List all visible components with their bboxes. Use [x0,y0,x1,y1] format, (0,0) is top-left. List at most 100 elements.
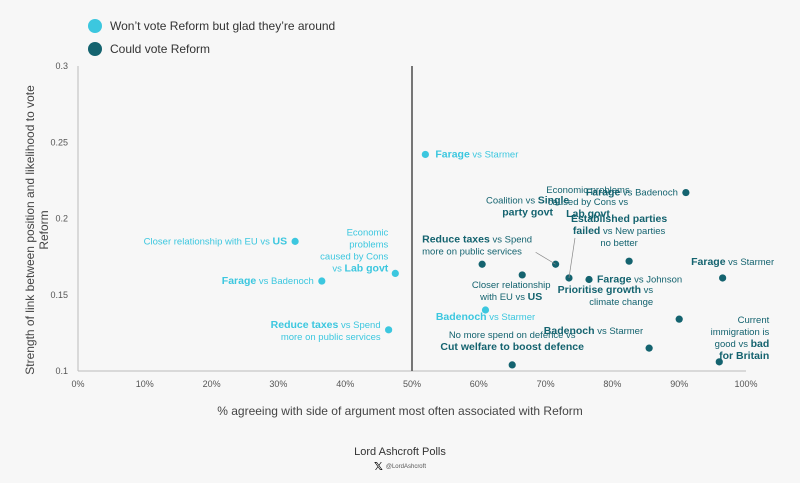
point-label-text: Economic [347,227,389,238]
point-label-line: Economic problems [546,185,630,196]
points-layer [291,150,727,369]
point-label-line: no better [600,238,638,249]
legend-item-could-vote: Could vote Reform [88,39,335,59]
point-label-text: caused by Cons vs [548,197,629,208]
y-tick-label: 0.1 [55,366,68,376]
point-label-line: vs Lab govt [332,262,388,274]
data-point [715,358,723,366]
point-label-bold: for Britain [719,350,769,362]
legend-label-could-vote: Could vote Reform [110,42,211,56]
data-point [481,306,490,314]
point-label: Established parties failed vs New parties… [571,213,667,249]
x-tick-label: 60% [470,379,488,389]
point-label-text: vs Starmer [487,312,536,323]
point-label-line: party govt [502,206,553,218]
point-label-line: Farage vs Johnson [597,274,682,286]
data-point [508,361,516,369]
data-point [518,271,526,279]
point-label-text: no better [600,238,638,249]
point-label-text: vs Badenoch [620,188,678,199]
y-tick-label: 0.3 [55,61,68,71]
point-label: Reduce taxes vs Spend more on public serv… [271,319,381,343]
point-label-line: Badenoch vs Starmer [544,325,643,337]
data-point [391,269,399,277]
y-tick-label: 0.25 [50,137,68,147]
point-label-line: caused by Cons vs [548,197,629,208]
data-point [645,344,653,352]
point-label-line: Farage vs Badenoch [222,275,314,287]
x-tick-label: 0% [71,379,84,389]
point-label: Farage vs Badenoch [222,275,314,287]
point-label-text: vs Badenoch [256,276,314,287]
point-label: Closer relationship with EU vs US [472,280,551,303]
point-label: No more spend on defence vs Cut welfare t… [440,330,584,353]
point-label-text: Closer relationship with EU vs [144,236,273,247]
point-label: Farage vs Badenoch [586,187,678,199]
point-label-text: problems [349,239,388,250]
point-label: Badenoch vs Starmer [544,325,643,337]
point-label: Coalition vs Single party govt [486,194,569,218]
point-label: Farage vs Johnson [597,274,682,286]
point-label-bold: Single [538,194,570,206]
point-label-line: Reduce taxes vs Spend [422,233,532,245]
point-label-line: Reduce taxes vs Spend [271,319,381,331]
axes-layer: 0% 10% 20% 30% 40% 50% 60% 70% 80% 90% 100% 0.1 0.15… [50,61,757,389]
point-label-line: for Britain [719,350,769,362]
point-label-bold: US [528,291,543,303]
point-label-line: Farage vs Starmer [435,148,518,160]
data-point [682,188,690,197]
data-point [318,277,326,285]
point-label-text: vs Johnson [631,275,682,286]
legend: Won’t vote Reform but glad they’re aroun… [88,16,335,62]
x-tick-label: 40% [336,379,354,389]
data-point [291,237,299,245]
point-label-text: climate change [589,297,653,308]
point-label-text: Current [738,315,770,326]
legend-label-glad: Won’t vote Reform but glad they’re aroun… [110,19,336,33]
point-label-text: Coalition vs [486,195,538,206]
point-label-text: with EU vs [479,292,528,303]
point-label-bold: Farage [597,274,632,286]
point-label-line: Badenoch vs Starmer [436,311,535,323]
point-label-line: Current [738,315,770,326]
point-label-line: problems [349,239,388,250]
point-label: Current immigration is good vs bad for Brit… [711,315,770,362]
point-label-line: Lab govt [566,208,610,220]
x-axis-title: % agreeing with side of argument most of… [217,404,583,418]
x-tick-label: 70% [537,379,555,389]
data-point [675,315,683,323]
point-label-line: Cut welfare to boost defence [440,341,584,353]
x-tick-label: 10% [136,379,154,389]
point-label-bold: party govt [502,206,553,218]
point-label-bold: Reduce taxes [271,319,339,331]
x-tick-label: 90% [670,379,688,389]
point-label-text: more on public services [281,332,381,343]
x-tick-label: 50% [403,379,421,389]
point-label-text: Closer relationship [472,280,551,291]
point-label: Farage vs Starmer [435,148,518,160]
labels-layer: Farage vs Starmer Closer relationship wit… [144,148,774,361]
x-tick-label: 20% [203,379,221,389]
y-axis-title: Strength of link between position and li… [23,85,51,375]
point-label-text: good vs [715,339,751,350]
legend-swatch-could-vote [88,42,102,56]
point-label: Closer relationship with EU vs US [144,235,287,247]
legend-item-glad: Won’t vote Reform but glad they’re aroun… [88,16,335,36]
point-label-bold: Cut welfare to boost defence [440,341,584,353]
point-label: Prioritise growth vs climate change [558,284,654,308]
y-tick-label: 0.2 [55,214,68,224]
data-point [719,274,727,282]
point-label-bold: Farage [435,148,470,160]
point-label-text: vs Starmer [726,257,775,268]
point-label-bold: Reduce taxes [422,233,490,245]
point-label-line: more on public services [422,246,522,257]
point-label-line: Farage vs Starmer [691,256,774,268]
point-label-line: Economic [347,227,389,238]
point-label-bold: Farage [586,187,621,199]
point-label-line: with EU vs US [479,291,542,303]
point-label-line: Established parties [571,213,667,225]
y-tick-label: 0.15 [50,290,68,300]
point-label-line: caused by Cons [320,251,388,262]
point-label-text: more on public services [422,246,522,257]
